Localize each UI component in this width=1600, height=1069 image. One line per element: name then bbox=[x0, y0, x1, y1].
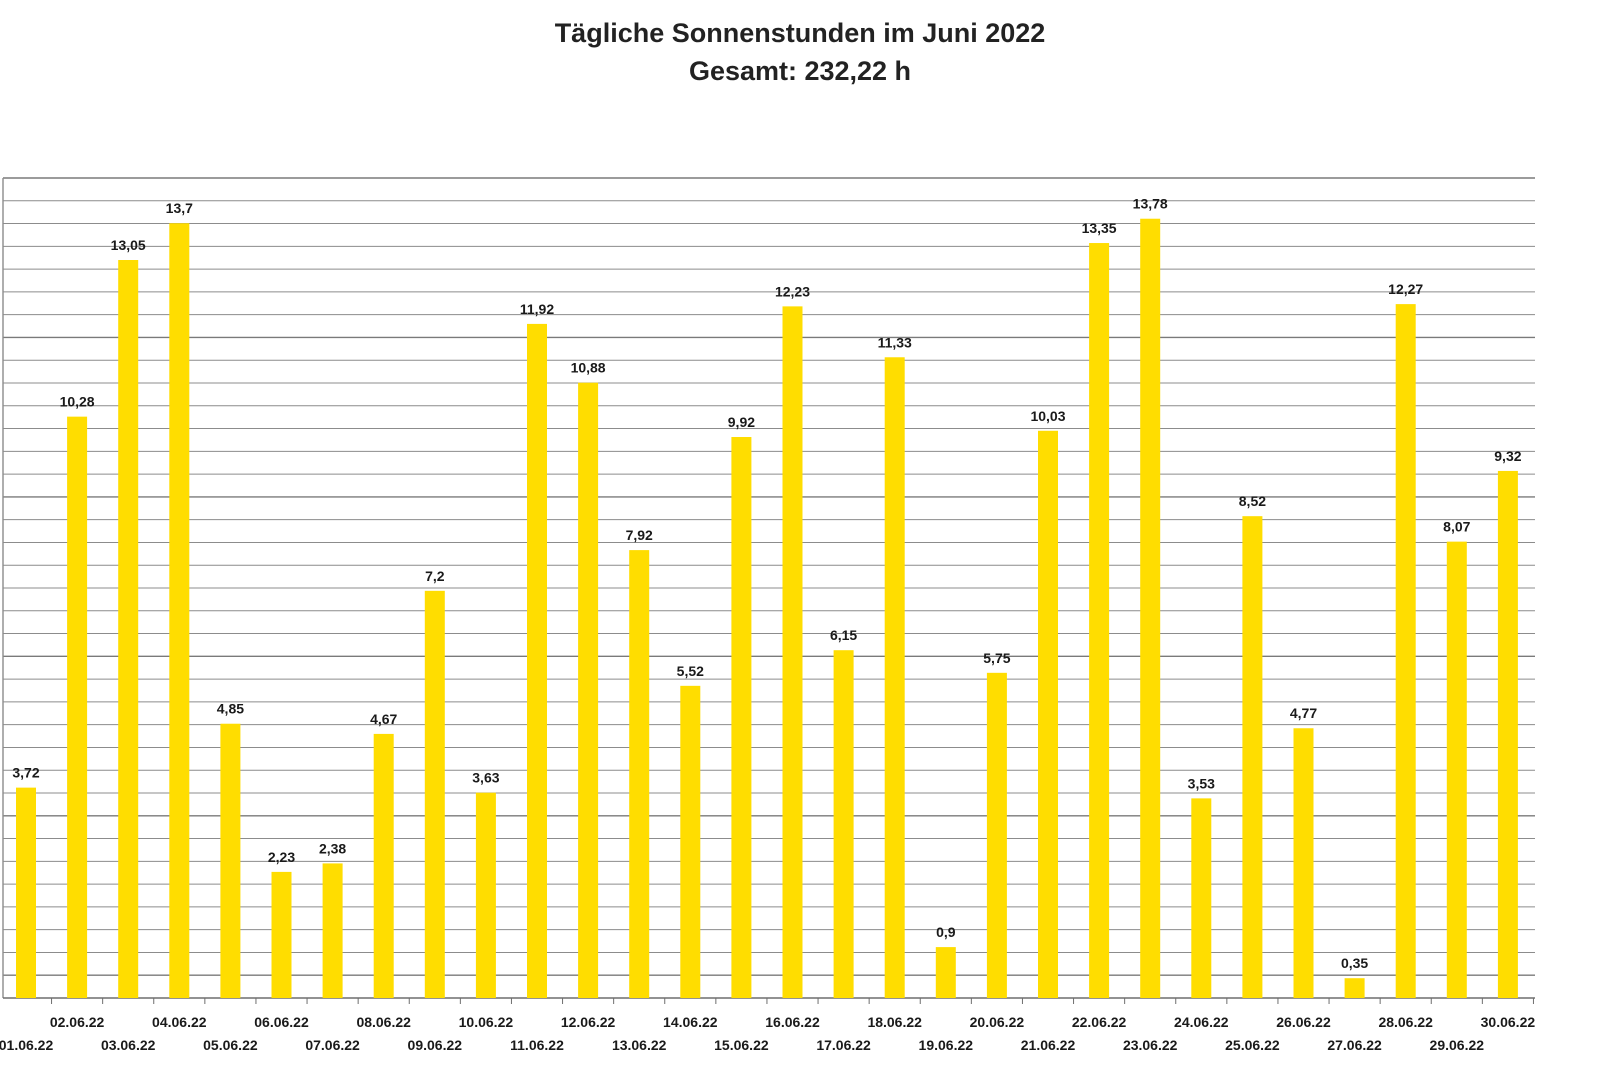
bar-26.06.22 bbox=[1293, 728, 1314, 998]
x-tick-label: 23.06.22 bbox=[1123, 1037, 1178, 1053]
bar-30.06.22 bbox=[1497, 470, 1518, 998]
x-tick-label: 09.06.22 bbox=[408, 1037, 463, 1053]
data-label: 9,32 bbox=[1494, 448, 1521, 464]
data-label: 9,92 bbox=[728, 414, 755, 430]
x-tick-label: 06.06.22 bbox=[254, 1014, 309, 1030]
data-label: 0,35 bbox=[1341, 955, 1368, 971]
x-tick-label: 04.06.22 bbox=[152, 1014, 207, 1030]
x-axis-tick-labels: 01.06.22 02.06.22 03.06.22 04.06.22 05.06.22… bbox=[0, 998, 1535, 1053]
data-label: 11,92 bbox=[520, 301, 554, 317]
chart-subtitle: Gesamt: 232,22 h bbox=[688, 56, 912, 86]
data-label: 3,63 bbox=[472, 770, 499, 786]
x-tick-label: 21.06.22 bbox=[1021, 1037, 1076, 1053]
data-label: 3,72 bbox=[12, 765, 39, 781]
bar-20.06.22 bbox=[986, 672, 1007, 998]
bar-06.06.22 bbox=[271, 871, 292, 998]
x-tick-label: 05.06.22 bbox=[203, 1037, 258, 1053]
x-tick-label: 25.06.22 bbox=[1225, 1037, 1280, 1053]
data-label: 13,35 bbox=[1082, 220, 1117, 236]
bar-17.06.22 bbox=[833, 650, 854, 998]
data-label: 11,33 bbox=[878, 334, 912, 350]
bar-18.06.22 bbox=[884, 357, 905, 999]
bar-25.06.22 bbox=[1242, 516, 1263, 998]
data-label: 10,88 bbox=[571, 360, 606, 376]
bar-04.06.22 bbox=[169, 223, 190, 998]
data-label: 4,85 bbox=[217, 701, 244, 717]
data-label: 13,7 bbox=[166, 200, 193, 216]
x-tick-label: 15.06.22 bbox=[714, 1037, 769, 1053]
data-label: 10,28 bbox=[60, 394, 95, 410]
data-label: 7,92 bbox=[626, 527, 653, 543]
bar-10.06.22 bbox=[475, 792, 496, 998]
bar-02.06.22 bbox=[67, 416, 88, 998]
bar-09.06.22 bbox=[424, 590, 445, 998]
bar-03.06.22 bbox=[118, 260, 139, 998]
data-label: 0,9 bbox=[936, 924, 956, 940]
x-tick-label: 17.06.22 bbox=[816, 1037, 871, 1053]
data-label: 10,03 bbox=[1030, 408, 1065, 424]
bars bbox=[16, 218, 1518, 999]
bar-28.06.22 bbox=[1395, 304, 1416, 998]
x-tick-label: 26.06.22 bbox=[1276, 1014, 1331, 1030]
data-label: 4,67 bbox=[370, 711, 397, 727]
x-tick-label: 12.06.22 bbox=[561, 1014, 616, 1030]
bar-13.06.22 bbox=[629, 550, 650, 998]
x-tick-label: 01.06.22 bbox=[0, 1037, 53, 1053]
bar-01.06.22 bbox=[16, 787, 36, 998]
x-tick-label: 02.06.22 bbox=[50, 1014, 105, 1030]
data-label: 6,15 bbox=[830, 627, 857, 643]
bar-08.06.22 bbox=[373, 733, 394, 998]
x-tick-label: 14.06.22 bbox=[663, 1014, 718, 1030]
bar-23.06.22 bbox=[1140, 218, 1161, 999]
x-tick-label: 22.06.22 bbox=[1072, 1014, 1127, 1030]
bar-29.06.22 bbox=[1446, 541, 1467, 998]
bar-07.06.22 bbox=[322, 863, 343, 998]
x-tick-label: 18.06.22 bbox=[867, 1014, 922, 1030]
x-tick-label: 29.06.22 bbox=[1430, 1037, 1485, 1053]
data-label: 12,23 bbox=[775, 283, 810, 299]
gridlines bbox=[2, 177, 1535, 999]
x-tick-label: 03.06.22 bbox=[101, 1037, 156, 1053]
x-tick-label: 24.06.22 bbox=[1174, 1014, 1229, 1030]
data-label: 2,23 bbox=[268, 849, 295, 865]
x-tick-label: 20.06.22 bbox=[970, 1014, 1025, 1030]
bar-11.06.22 bbox=[527, 323, 547, 998]
bar-12.06.22 bbox=[578, 382, 599, 998]
data-label: 2,38 bbox=[319, 840, 346, 856]
chart-title-block: Tägliche Sonnenstunden im Juni 2022 Gesa… bbox=[0, 14, 1600, 90]
bar-05.06.22 bbox=[220, 723, 241, 998]
x-tick-label: 08.06.22 bbox=[356, 1014, 411, 1030]
bar-24.06.22 bbox=[1191, 798, 1212, 998]
data-label: 7,2 bbox=[425, 568, 445, 584]
data-label: 5,75 bbox=[983, 650, 1010, 666]
x-tick-label: 30.06.22 bbox=[1481, 1014, 1536, 1030]
data-label: 5,52 bbox=[677, 663, 704, 679]
bar-16.06.22 bbox=[782, 306, 803, 998]
bar-27.06.22 bbox=[1344, 978, 1365, 998]
data-label: 13,05 bbox=[111, 237, 146, 253]
x-tick-label: 16.06.22 bbox=[765, 1014, 820, 1030]
bar-19.06.22 bbox=[935, 947, 956, 998]
x-tick-label: 27.06.22 bbox=[1327, 1037, 1382, 1053]
bar-15.06.22 bbox=[731, 437, 752, 998]
bar-14.06.22 bbox=[680, 685, 701, 998]
data-labels: 3,72 10,28 13,05 13,7 4,85 2,23 2,38 4,67 7,2 3,6… bbox=[12, 196, 1521, 971]
data-label: 13,78 bbox=[1133, 196, 1168, 212]
bar-21.06.22 bbox=[1038, 430, 1058, 998]
x-tick-label: 13.06.22 bbox=[612, 1037, 667, 1053]
x-tick-label: 28.06.22 bbox=[1378, 1014, 1433, 1030]
x-tick-label: 19.06.22 bbox=[919, 1037, 974, 1053]
data-label: 8,07 bbox=[1443, 519, 1470, 535]
data-label: 4,77 bbox=[1290, 705, 1317, 721]
x-tick-label: 11.06.22 bbox=[510, 1037, 564, 1053]
x-tick-label: 07.06.22 bbox=[305, 1037, 360, 1053]
data-label: 8,52 bbox=[1239, 493, 1266, 509]
x-tick-label: 10.06.22 bbox=[459, 1014, 514, 1030]
chart-title: Tägliche Sonnenstunden im Juni 2022 bbox=[554, 18, 1046, 48]
data-label: 12,27 bbox=[1388, 281, 1423, 297]
bar-22.06.22 bbox=[1089, 243, 1110, 998]
data-label: 3,53 bbox=[1188, 775, 1215, 791]
